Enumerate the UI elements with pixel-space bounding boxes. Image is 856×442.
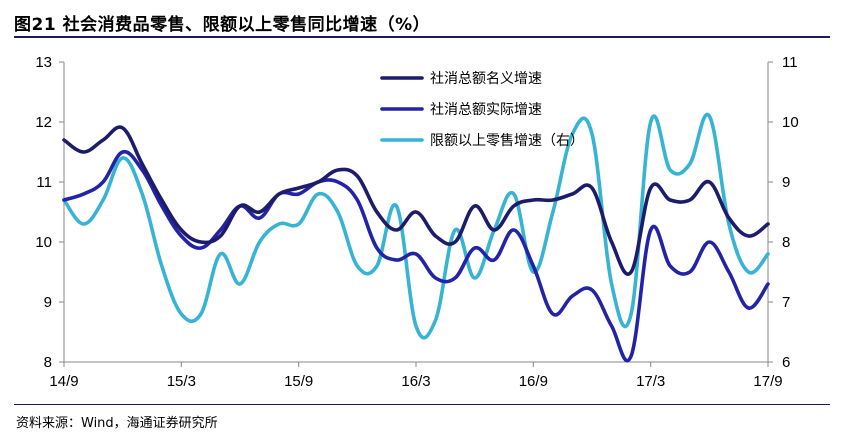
legend-label-3: 限额以上零售增速（右） bbox=[430, 133, 584, 149]
legend-label-2: 社消总额实际增速 bbox=[430, 102, 542, 118]
left-tick-label: 9 bbox=[44, 294, 52, 311]
source-note: 资料来源：Wind，海通证券研究所 bbox=[16, 416, 218, 431]
chart-title: 图21 社会消费品零售、限额以上零售同比增速（%） bbox=[14, 15, 431, 35]
bottom-divider bbox=[14, 404, 830, 405]
right-tick-label: 7 bbox=[782, 294, 790, 311]
series-line-3 bbox=[62, 112, 770, 340]
series-line-1 bbox=[62, 125, 770, 276]
axes-group: 8 9 10 11 12 13 6 7 8 9 10 11 14/9 15/3 15/9 16/3 16/9 17… bbox=[35, 54, 798, 390]
series-line-2 bbox=[62, 149, 770, 363]
x-tick-label: 14/9 bbox=[49, 373, 78, 390]
legend-label-1: 社消总额名义增速 bbox=[430, 71, 542, 87]
left-tick-label: 12 bbox=[35, 114, 52, 131]
title-bar: 图21 社会消费品零售、限额以上零售同比增速（%） bbox=[14, 6, 830, 38]
x-tick-label: 17/3 bbox=[636, 373, 665, 390]
series-group bbox=[62, 112, 770, 363]
right-tick-label: 6 bbox=[782, 354, 790, 371]
x-tick-label: 17/9 bbox=[753, 373, 782, 390]
x-tick-label: 15/9 bbox=[284, 373, 313, 390]
right-tick-label: 8 bbox=[782, 234, 790, 251]
x-tick-label: 16/9 bbox=[519, 373, 548, 390]
right-tick-label: 9 bbox=[782, 174, 790, 191]
right-tick-label: 11 bbox=[782, 54, 798, 71]
x-tick-label: 15/3 bbox=[167, 373, 196, 390]
x-tick-label: 16/3 bbox=[401, 373, 430, 390]
right-tick-label: 10 bbox=[782, 114, 799, 131]
left-tick-label: 11 bbox=[36, 174, 52, 191]
left-tick-label: 13 bbox=[35, 54, 52, 71]
left-tick-label: 10 bbox=[35, 234, 52, 251]
left-tick-label: 8 bbox=[44, 354, 52, 371]
